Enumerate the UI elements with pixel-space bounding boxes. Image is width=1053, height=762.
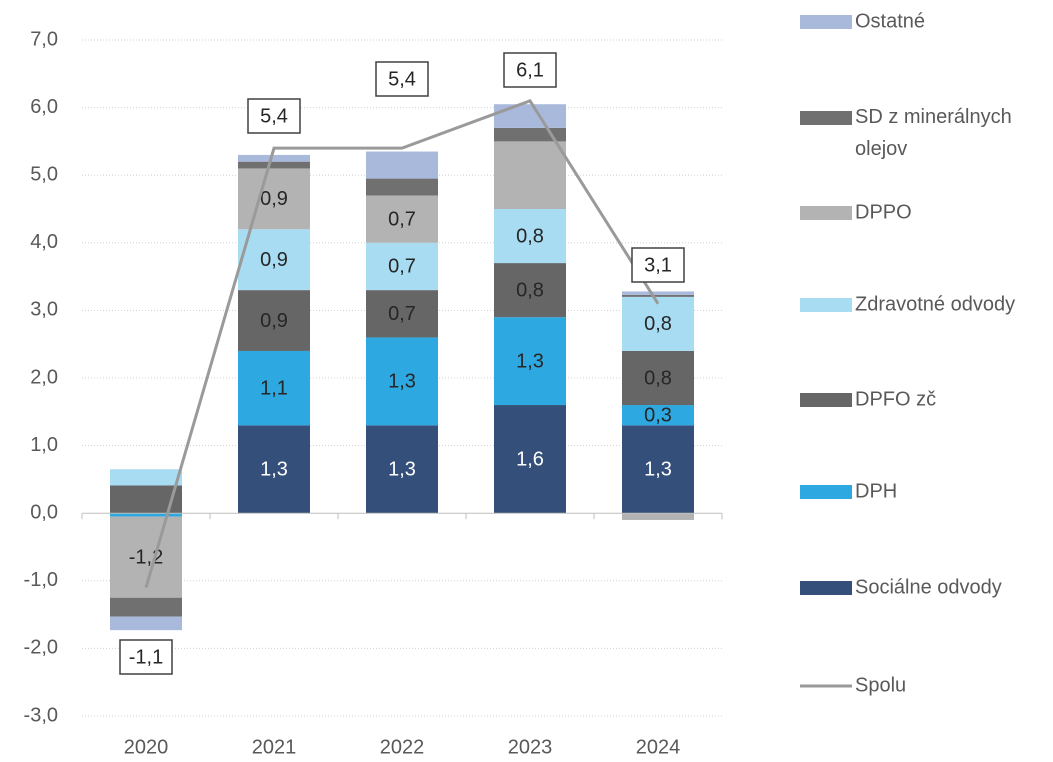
data-label: 1,3 xyxy=(388,371,416,393)
bar-segment xyxy=(238,161,310,169)
y-tick-label: 7,0 xyxy=(30,28,58,50)
y-tick-label: 1,0 xyxy=(30,434,58,456)
data-label: 0,9 xyxy=(260,249,288,271)
bar-segment xyxy=(622,296,694,351)
y-tick-label: 3,0 xyxy=(30,299,58,321)
total-label-box xyxy=(119,639,173,675)
x-tick-label: 2023 xyxy=(508,736,553,758)
data-label: 0,3 xyxy=(644,404,672,426)
legend-label: SD z minerálnych olejov xyxy=(855,106,1012,160)
bar-segment xyxy=(494,405,566,514)
data-label: 0,9 xyxy=(260,310,288,332)
x-tick-label: 2021 xyxy=(252,736,297,758)
data-label: 1,3 xyxy=(260,459,288,481)
legend-label-line: SD z minerálnych xyxy=(855,106,1012,128)
data-label: 0,8 xyxy=(644,367,672,389)
bar-segment xyxy=(622,291,694,295)
y-tick-label: 2,0 xyxy=(30,366,58,388)
bar-segment xyxy=(110,597,182,617)
y-tick-label: 4,0 xyxy=(30,231,58,253)
bar-segment xyxy=(110,616,182,631)
legend-swatch xyxy=(800,206,852,220)
x-tick-label: 2020 xyxy=(124,736,169,758)
y-tick-label: 5,0 xyxy=(30,163,58,185)
data-label: 0,7 xyxy=(388,208,416,230)
x-tick-label: 2022 xyxy=(380,736,425,758)
y-tick-label: 0,0 xyxy=(30,501,58,523)
data-label: 0,8 xyxy=(516,279,544,301)
legend-swatch xyxy=(800,111,852,125)
bar-segment xyxy=(494,209,566,264)
data-label: 1,6 xyxy=(516,448,544,470)
bar-segment xyxy=(110,469,182,486)
legend-swatch xyxy=(800,15,852,29)
total-label-box xyxy=(631,247,685,283)
total-label: 3,1 xyxy=(644,254,672,276)
data-label: 0,8 xyxy=(644,313,672,335)
bar-segment xyxy=(622,350,694,406)
data-label: 0,8 xyxy=(516,225,544,247)
bar-segment xyxy=(622,513,694,520)
bar-segment xyxy=(494,141,566,209)
bar-segment xyxy=(494,263,566,318)
data-label: 0,9 xyxy=(260,188,288,210)
legend-label: Sociálne odvody xyxy=(855,576,1002,598)
legend-swatch xyxy=(800,393,852,407)
total-label-box xyxy=(503,52,557,88)
bar-segment xyxy=(494,317,566,406)
total-line xyxy=(144,99,660,588)
data-label: 0,7 xyxy=(388,256,416,278)
legend-swatch xyxy=(800,485,852,499)
bar-segment xyxy=(366,242,438,291)
legend-label: DPPO xyxy=(855,201,912,223)
legend-label: Spolu xyxy=(855,674,906,696)
bar-segment xyxy=(366,151,438,179)
bar-segment xyxy=(366,195,438,243)
bar-segment xyxy=(622,405,694,426)
bar-segment xyxy=(366,290,438,338)
bar-segment xyxy=(238,229,310,291)
data-label: 1,3 xyxy=(516,350,544,372)
bar-segment xyxy=(110,513,182,517)
total-label: 5,4 xyxy=(388,68,416,90)
data-label: 1,1 xyxy=(260,377,288,399)
legend-swatch xyxy=(800,581,852,595)
y-tick-label: -2,0 xyxy=(24,637,58,659)
legend-label: Zdravotné odvody xyxy=(855,293,1015,315)
legend-swatch xyxy=(800,298,852,312)
bar-segment xyxy=(622,294,694,297)
bar-segment xyxy=(494,104,566,128)
bar-segment xyxy=(238,350,310,426)
legend-label: DPFO zč xyxy=(855,388,936,410)
total-label: 5,4 xyxy=(260,105,288,127)
data-label: 0,7 xyxy=(388,303,416,325)
data-label: 1,3 xyxy=(644,459,672,481)
bar-segment xyxy=(238,425,310,514)
bar-segment xyxy=(366,178,438,196)
legend-label-line: olejov xyxy=(855,138,907,160)
bar-segment xyxy=(238,154,310,162)
total-label-box xyxy=(375,61,429,97)
x-tick-label: 2024 xyxy=(636,736,681,758)
legend-label: DPH xyxy=(855,480,897,502)
bar-segment xyxy=(238,290,310,351)
legend-label: Ostatné xyxy=(855,10,925,32)
bar-segment xyxy=(366,337,438,426)
bar-segment xyxy=(622,425,694,514)
bar-segment xyxy=(366,425,438,514)
y-tick-label: -1,0 xyxy=(24,569,58,591)
data-label: 1,3 xyxy=(388,459,416,481)
total-label: 6,1 xyxy=(516,59,544,81)
y-tick-label: -3,0 xyxy=(24,704,58,726)
y-tick-label: 6,0 xyxy=(30,96,58,118)
total-label: -1,1 xyxy=(129,646,163,668)
total-label-box xyxy=(247,98,301,134)
bar-segment xyxy=(238,168,310,230)
